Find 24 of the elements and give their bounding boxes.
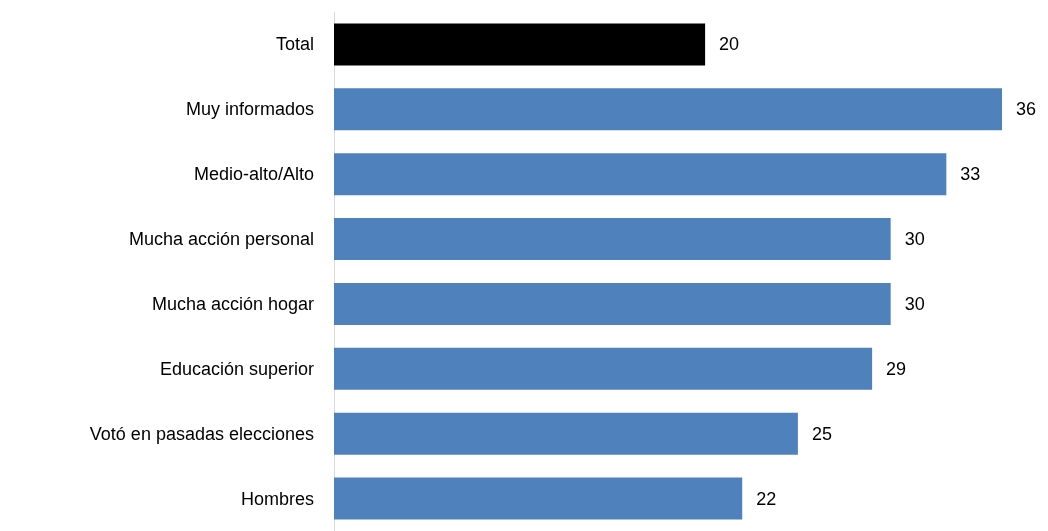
bar	[334, 153, 947, 196]
bar	[334, 23, 706, 66]
y-tick-label: Votó en pasadas elecciones	[89, 423, 314, 444]
data-label: 30	[904, 293, 925, 314]
y-tick-label: Mucha acción personal	[128, 229, 314, 250]
y-tick-label: Mucha acción hogar	[151, 293, 314, 314]
data-label: 29	[886, 358, 907, 379]
data-label: 25	[811, 423, 832, 444]
bar	[334, 477, 743, 520]
y-tick-label: Hombres	[240, 488, 314, 509]
bar	[334, 347, 873, 390]
bar	[334, 412, 798, 455]
data-label: 22	[756, 488, 777, 509]
y-tick-label: Medio-alto/Alto	[193, 164, 314, 185]
data-label: 30	[904, 229, 925, 250]
bar	[334, 282, 891, 325]
data-label: 36	[1016, 99, 1037, 120]
bar	[334, 218, 891, 261]
y-tick-label: Muy informados	[185, 99, 314, 120]
y-tick-label: Total	[275, 34, 314, 55]
bar	[334, 88, 1002, 131]
data-label: 33	[960, 164, 981, 185]
y-tick-label: Educación superior	[159, 358, 314, 379]
data-label: 20	[719, 34, 740, 55]
